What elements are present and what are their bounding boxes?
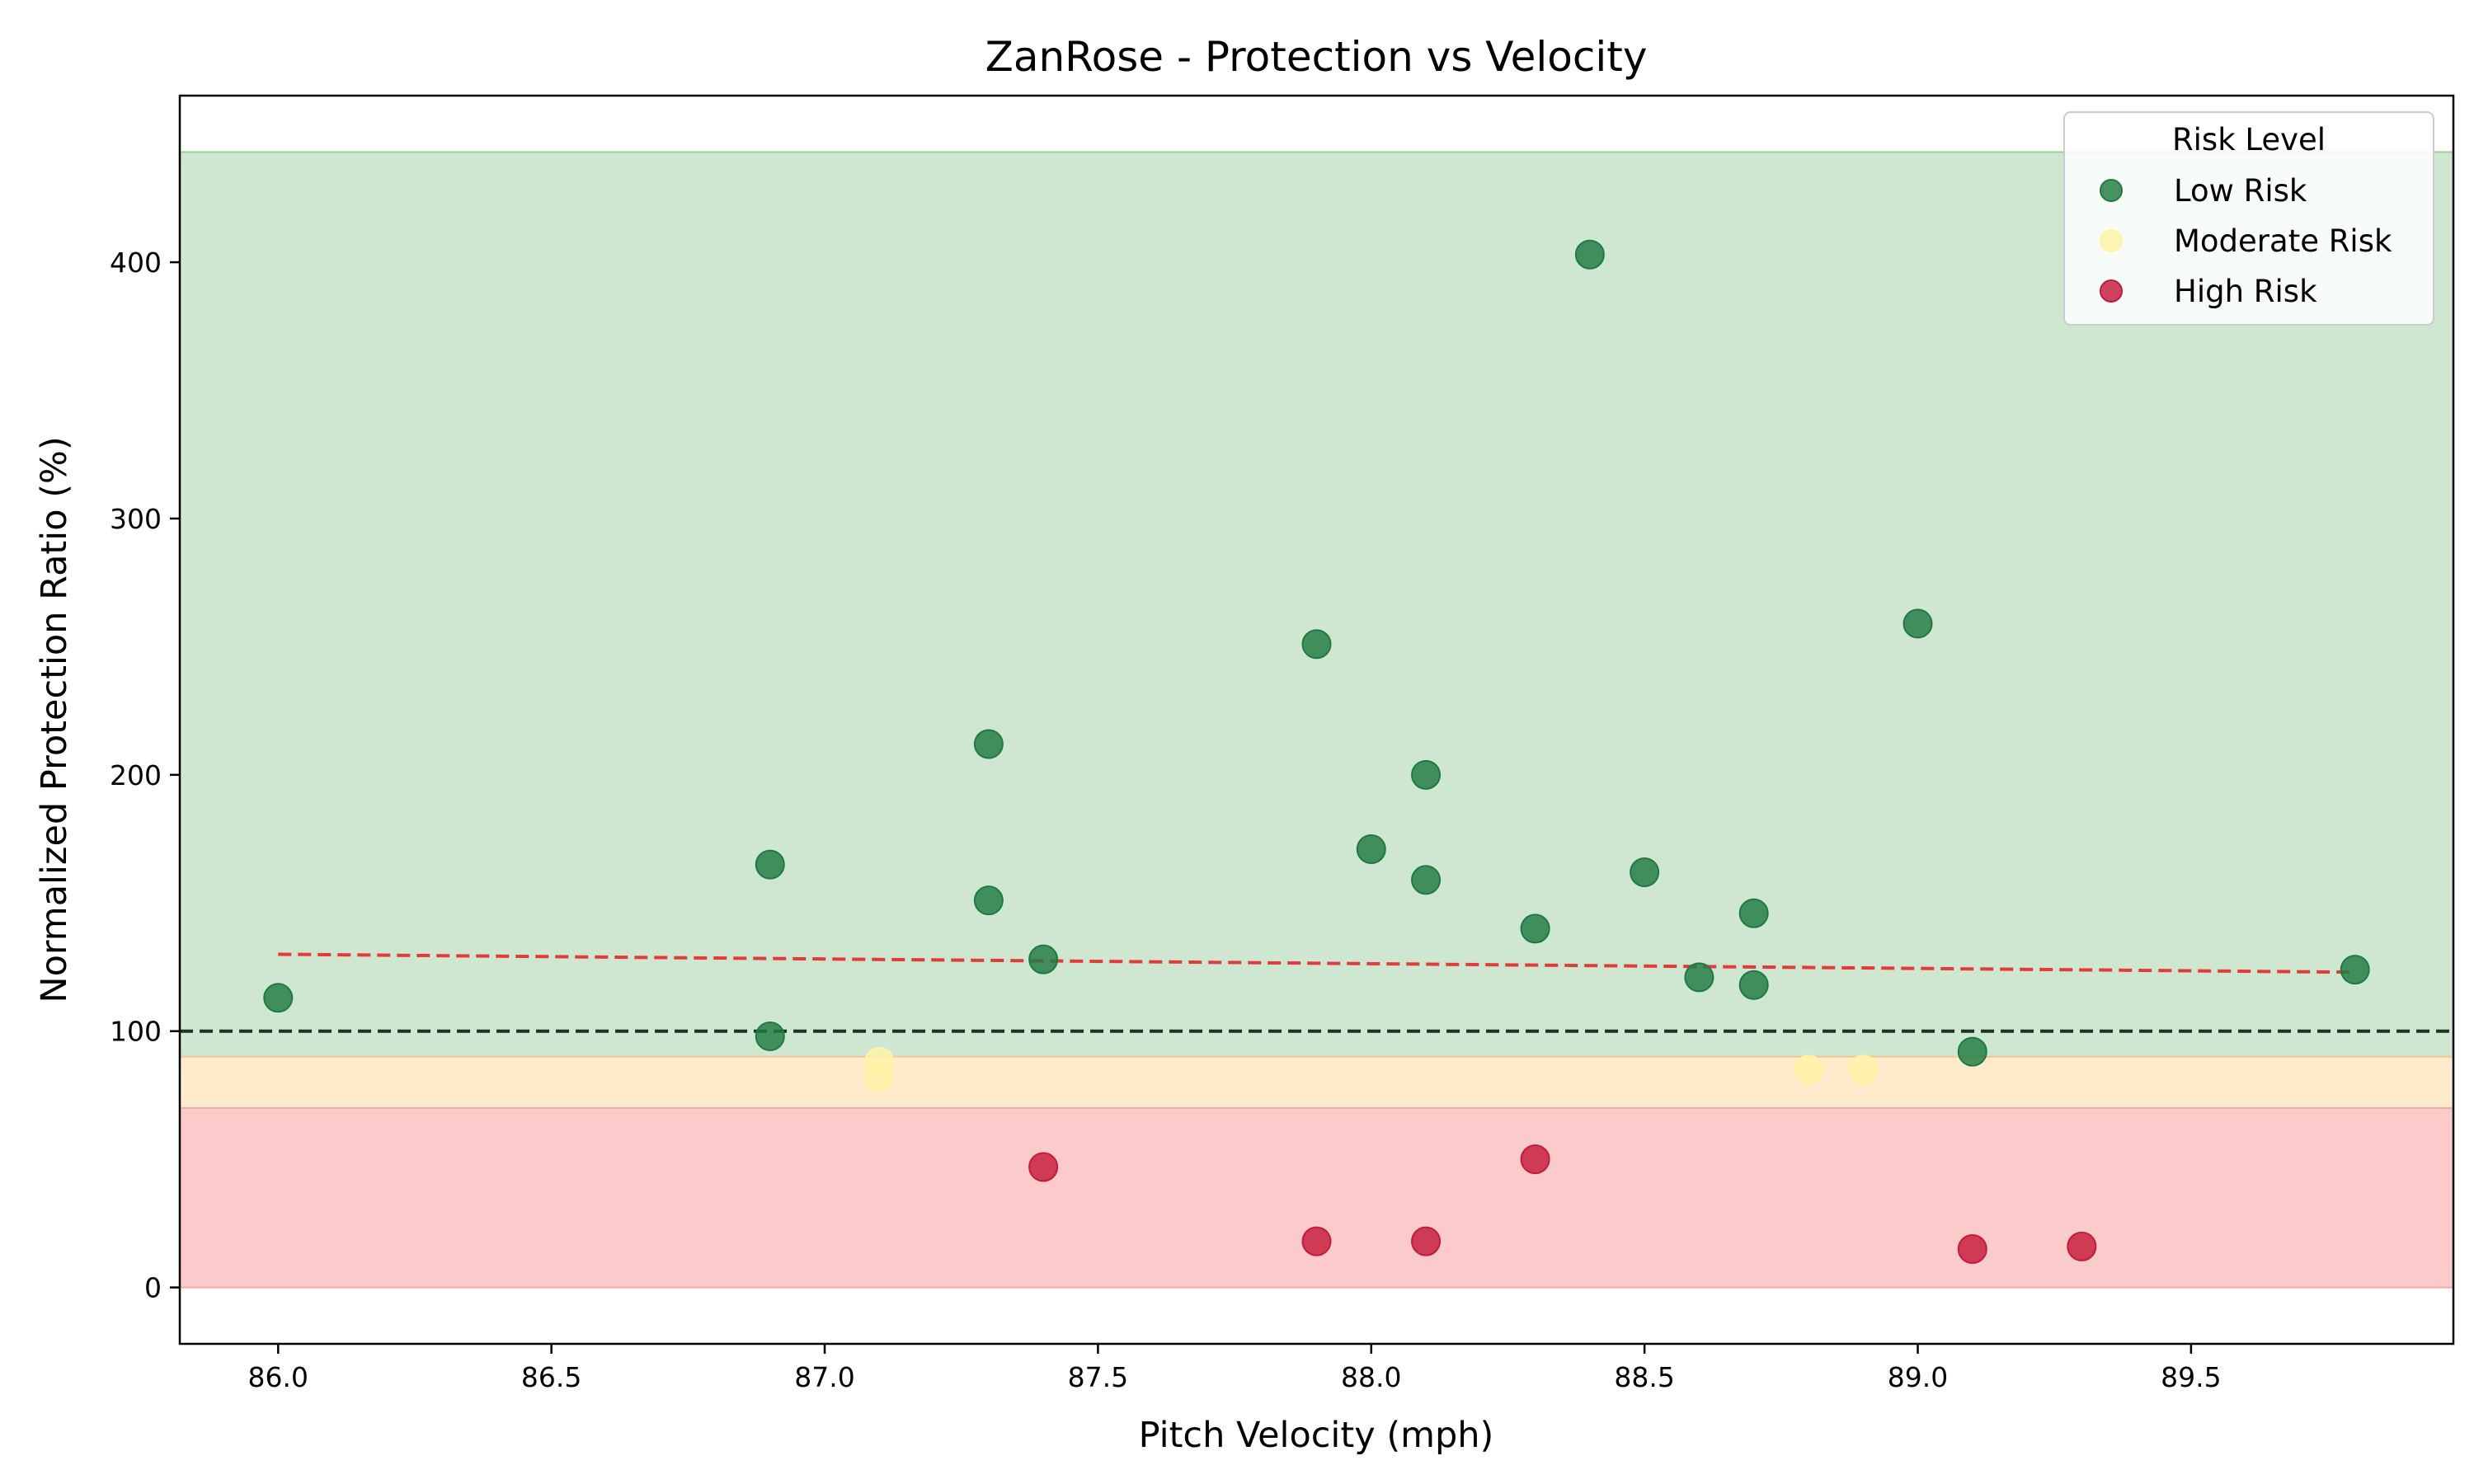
point-moderate-risk xyxy=(864,1062,895,1092)
x-axis-label: Pitch Velocity (mph) xyxy=(1139,1415,1494,1456)
point-low-risk xyxy=(1957,1036,1987,1067)
plot-frame xyxy=(178,94,2455,1345)
point-high-risk xyxy=(2067,1231,2097,1261)
band-high-risk xyxy=(179,1106,2454,1289)
point-low-risk xyxy=(1903,608,1933,639)
x-axis-ticks: 86.0 86.5 87.0 87.5 88.0 88.5 89.0 89.5 xyxy=(248,1344,2222,1393)
point-low-risk xyxy=(973,885,1004,916)
legend: Risk Level Low Risk Moderate Risk High R… xyxy=(2063,111,2434,326)
point-low-risk xyxy=(1411,865,1442,895)
point-high-risk xyxy=(1411,1226,1442,1256)
point-low-risk xyxy=(2340,955,2370,985)
y-tick-label: 0 xyxy=(144,1272,162,1304)
x-tick-label: 86.0 xyxy=(248,1361,308,1393)
point-low-risk xyxy=(973,729,1004,759)
point-low-risk xyxy=(263,983,294,1013)
x-tick-label: 86.5 xyxy=(521,1361,581,1393)
reference-lines xyxy=(180,952,2453,1033)
legend-marker-high-risk xyxy=(2100,279,2123,303)
point-low-risk xyxy=(1738,970,1769,1000)
point-low-risk xyxy=(1028,944,1059,974)
legend-title: Risk Level xyxy=(2172,122,2326,157)
data-points xyxy=(263,239,2370,1264)
point-low-risk xyxy=(755,849,785,880)
y-axis-label: Normalized Protection Ratio (%) xyxy=(34,436,75,1003)
x-tick-label: 89.0 xyxy=(1888,1361,1948,1393)
point-high-risk xyxy=(1520,1144,1550,1175)
point-high-risk xyxy=(1957,1233,1987,1264)
legend-label-low-risk: Low Risk xyxy=(2174,173,2307,209)
trend-line xyxy=(278,952,2355,974)
y-tick-label: 300 xyxy=(110,503,162,535)
legend-box xyxy=(2063,111,2434,326)
y-tick-label: 400 xyxy=(110,247,162,279)
x-tick-label: 87.5 xyxy=(1068,1361,1128,1393)
y-axis-ticks: 0 100 200 300 400 xyxy=(110,247,180,1304)
point-high-risk xyxy=(1301,1226,1332,1256)
legend-marker-moderate-risk xyxy=(2100,229,2123,252)
y-tick-label: 200 xyxy=(110,759,162,791)
legend-marker-low-risk xyxy=(2100,179,2123,202)
legend-label-moderate-risk: Moderate Risk xyxy=(2174,223,2392,259)
band-moderate-risk xyxy=(179,1055,2454,1109)
point-low-risk xyxy=(1301,629,1332,660)
point-moderate-risk xyxy=(1848,1054,1879,1085)
x-tick-label: 89.5 xyxy=(2161,1361,2221,1393)
point-low-risk xyxy=(1574,239,1605,270)
point-low-risk xyxy=(755,1021,785,1051)
y-tick-label: 100 xyxy=(110,1016,162,1048)
point-low-risk xyxy=(1630,857,1660,887)
point-low-risk xyxy=(1738,898,1769,928)
point-low-risk xyxy=(1684,962,1714,993)
x-tick-label: 88.0 xyxy=(1341,1361,1401,1393)
point-moderate-risk xyxy=(1793,1054,1823,1085)
point-low-risk xyxy=(1356,834,1386,864)
x-tick-label: 88.5 xyxy=(1614,1361,1674,1393)
point-high-risk xyxy=(1028,1152,1059,1182)
point-low-risk xyxy=(1520,913,1550,944)
legend-label-high-risk: High Risk xyxy=(2174,274,2317,309)
x-tick-label: 87.0 xyxy=(794,1361,854,1393)
point-low-risk xyxy=(1411,759,1442,790)
chart-title: ZanRose - Protection vs Velocity xyxy=(985,33,1648,81)
